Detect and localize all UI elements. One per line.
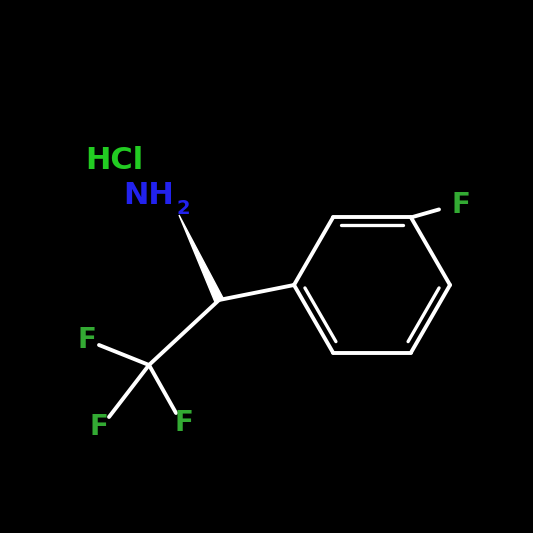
- Text: F: F: [175, 409, 193, 437]
- Text: F: F: [78, 326, 96, 354]
- Polygon shape: [179, 215, 223, 302]
- Text: F: F: [451, 191, 470, 220]
- Text: NH: NH: [123, 181, 174, 210]
- Text: HCl: HCl: [86, 146, 144, 175]
- Text: 2: 2: [177, 199, 191, 218]
- Text: F: F: [90, 413, 108, 441]
